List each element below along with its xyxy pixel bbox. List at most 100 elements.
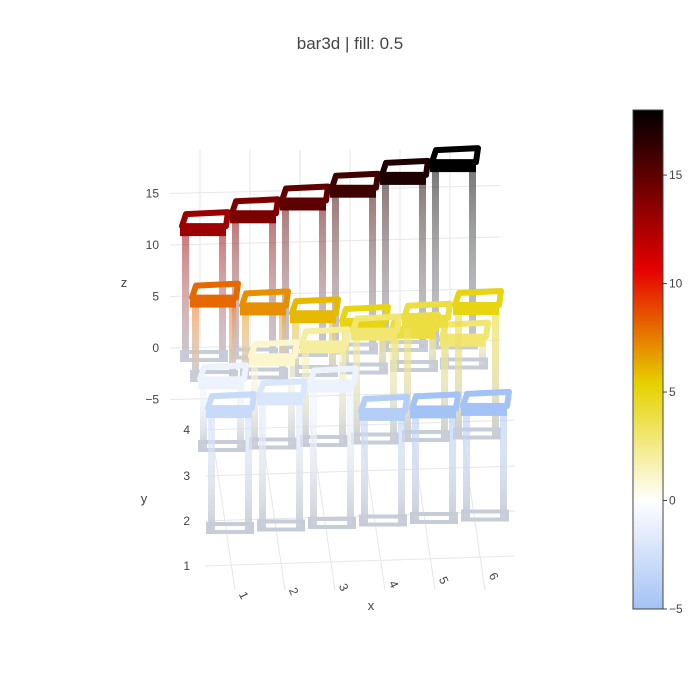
- bar-top-band: [380, 174, 426, 185]
- bar-leg-shade: [269, 213, 276, 356]
- bar-top-band: [190, 297, 236, 308]
- bar-top-ring: [358, 393, 410, 414]
- bar-top-band: [330, 187, 376, 198]
- bar-leg-shade: [192, 297, 199, 378]
- bar-leg-shade: [361, 410, 368, 523]
- bar: [460, 388, 512, 522]
- bar-top-band: [180, 226, 226, 237]
- z-tick-label: −5: [145, 393, 159, 407]
- bar-leg-shade: [259, 395, 266, 528]
- bar-leg-shade: [463, 405, 470, 518]
- bar-leg-shade: [432, 162, 439, 346]
- bar-leg-shade: [404, 317, 411, 438]
- y-axis-title: y: [141, 491, 148, 506]
- bar-leg-shade: [441, 317, 448, 438]
- bar-top-band: [440, 336, 486, 347]
- colorbar-tick-label: −5: [669, 602, 683, 616]
- bar-leg-shade: [479, 336, 486, 366]
- bar-base-frame: [308, 517, 356, 529]
- bar-top-ring: [205, 391, 257, 412]
- bar-leg-shade: [500, 405, 507, 518]
- bar-leg-shade: [347, 382, 354, 525]
- bar-leg-shade: [492, 305, 499, 436]
- colorbar-ticks: 15 10 5 0 −5: [663, 168, 683, 616]
- bar-top-band: [308, 382, 354, 393]
- bar-top-band: [453, 305, 499, 315]
- bar: [401, 300, 453, 442]
- bar-leg-shade: [369, 187, 376, 351]
- bar-top-ring: [279, 183, 331, 204]
- bar-leg-shade: [229, 297, 236, 378]
- bar-top-band: [410, 408, 456, 419]
- bar-base-frame: [359, 514, 407, 527]
- colorbar-fill: [632, 109, 664, 610]
- bar-top-band: [198, 379, 244, 390]
- colorbar-tick-label: 0: [669, 494, 676, 508]
- bar-leg-shade: [412, 408, 419, 520]
- bar-leg-shade: [332, 187, 339, 351]
- bar-leg-shade: [182, 226, 189, 358]
- bar: [179, 209, 231, 362]
- bar: [307, 365, 359, 529]
- bar-top-ring: [289, 296, 341, 317]
- bar-leg-shade: [219, 226, 226, 358]
- bar-leg-shade: [429, 328, 436, 368]
- bars-group: [179, 145, 512, 534]
- bar-base-frame: [180, 350, 228, 362]
- bar-top-ring: [452, 288, 504, 308]
- bar-base-frame: [410, 512, 458, 524]
- bar-top-ring: [329, 170, 381, 191]
- bar-top-ring: [229, 196, 281, 217]
- z-tick-label: 10: [146, 238, 160, 252]
- bar-top-ring: [429, 145, 481, 166]
- colorbar-tick-label: 10: [669, 277, 683, 291]
- bar-leg-shade: [382, 174, 389, 348]
- z-tick-labels: 15 10 5 0 −5: [145, 187, 159, 407]
- bar: [205, 391, 257, 534]
- bar-base-frame: [198, 440, 246, 452]
- bar-top-band: [340, 321, 386, 331]
- x-tick-label: 2: [286, 585, 302, 597]
- bar-top-band: [390, 328, 436, 339]
- x-tick-label: 3: [336, 581, 352, 593]
- bar-leg-shade: [419, 174, 426, 348]
- bar-leg-shade: [200, 379, 207, 448]
- x-tick-label: 1: [236, 589, 252, 601]
- y-tick-label: 2: [183, 514, 190, 528]
- bar-top-band: [240, 305, 286, 316]
- bar-top-band: [359, 410, 405, 421]
- bar-leg-shade: [449, 408, 456, 520]
- colorbar: 15 10 5 0 −5: [632, 109, 683, 616]
- bar-top-ring: [409, 391, 461, 412]
- bar-leg-shade: [398, 410, 405, 523]
- bar-leg-shade: [390, 330, 397, 441]
- x-axis-title: x: [368, 598, 375, 613]
- y-tick-label: 1: [183, 559, 190, 573]
- bar-top-band: [249, 356, 295, 367]
- bar-base-frame: [206, 522, 254, 534]
- bar-base-frame: [461, 509, 509, 522]
- bar-leg-shade: [242, 305, 249, 376]
- bar-top-ring: [460, 388, 512, 409]
- bar-top-band: [290, 313, 336, 324]
- z-tick-label: 5: [152, 290, 159, 304]
- bar-leg-shade: [339, 343, 346, 443]
- x-tick-label: 6: [486, 570, 502, 582]
- bar-leg-shade: [353, 330, 360, 441]
- bar-top-band: [430, 162, 476, 173]
- bar-top-band: [206, 408, 252, 419]
- bar-base-frame: [257, 519, 305, 532]
- bar: [350, 313, 402, 445]
- z-tick-label: 0: [152, 341, 159, 355]
- bar-leg-shade: [282, 200, 289, 353]
- bar: [256, 378, 308, 532]
- bar-leg-shade: [469, 162, 476, 346]
- bar-leg-shade: [319, 200, 326, 353]
- x-tick-label: 5: [436, 574, 452, 586]
- bar: [358, 393, 410, 527]
- y-tick-label: 4: [183, 423, 190, 437]
- bar-top-band: [461, 405, 507, 416]
- bar-leg-shade: [208, 408, 215, 530]
- bar-top-ring: [189, 280, 241, 301]
